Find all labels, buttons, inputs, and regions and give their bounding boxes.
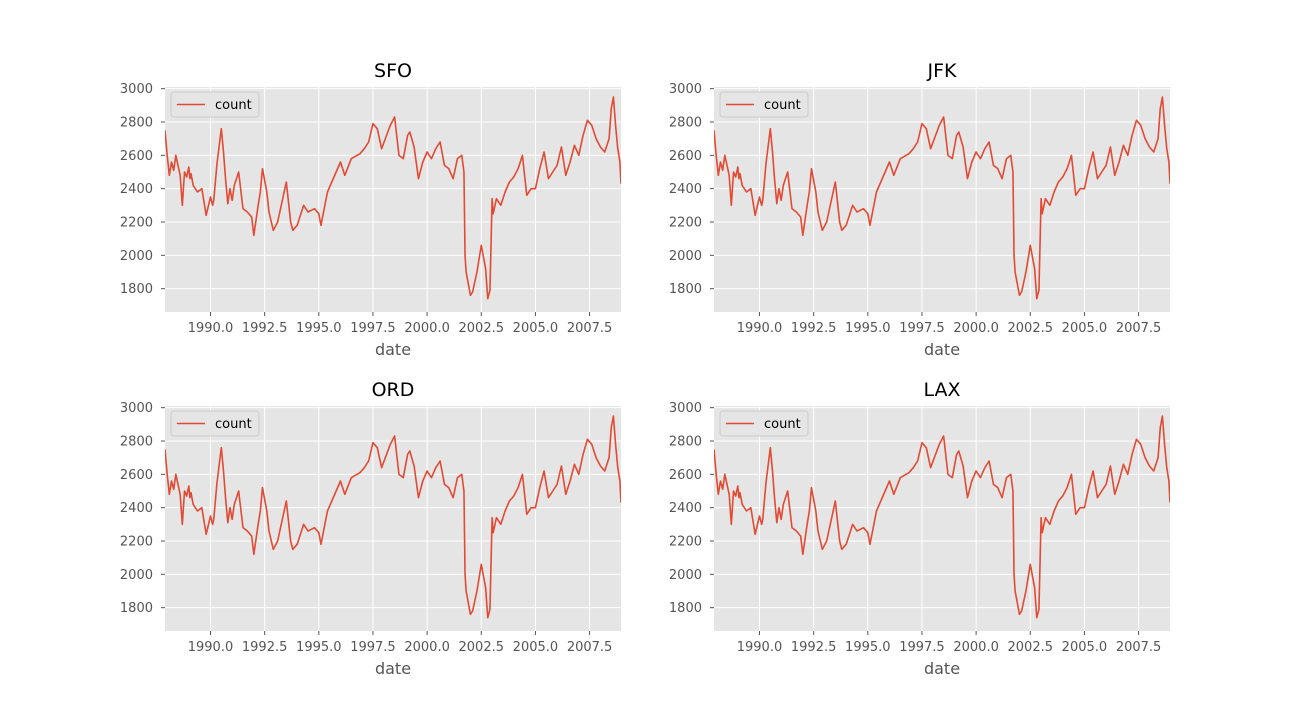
x-tick-label: 2000.0 xyxy=(404,640,450,655)
chart-panel-ord: 1990.0 1992.5 1995.0 1997.5 2000.0 2002.5 2005… xyxy=(95,366,631,691)
y-tick-label: 2200 xyxy=(120,535,153,550)
x-axis-label: date xyxy=(924,659,960,678)
chart-panel-jfk: 1990.0 1992.5 1995.0 1997.5 2000.0 2002.5 2005… xyxy=(644,47,1180,372)
x-tick-label: 2002.5 xyxy=(459,321,505,336)
legend-label: count xyxy=(215,98,252,113)
y-tick-label: 2400 xyxy=(669,501,702,516)
y-tick-label: 2600 xyxy=(669,468,702,483)
legend-label: count xyxy=(764,417,801,432)
series-line-count xyxy=(714,96,1170,300)
x-tick-label: 2005.0 xyxy=(513,640,559,655)
y-tick-label: 2800 xyxy=(120,435,153,450)
x-tick-label: 1992.5 xyxy=(242,321,287,336)
plot-area xyxy=(714,406,1170,631)
x-tick-label: 2000.0 xyxy=(953,640,999,655)
legend: count xyxy=(719,410,809,437)
legend-box xyxy=(170,91,260,118)
chart-svg: 1990.0 1992.5 1995.0 1997.5 2000.0 2002.5 2005… xyxy=(669,379,1170,678)
x-tick-label: 1992.5 xyxy=(791,640,837,655)
x-tick-label: 1995.0 xyxy=(845,640,891,655)
x-tick-label: 2005.0 xyxy=(513,321,559,336)
y-tick-label: 2200 xyxy=(120,216,153,231)
legend-box xyxy=(719,410,809,437)
y-tick-label: 2200 xyxy=(669,535,702,550)
y-tick-label: 2800 xyxy=(120,116,153,131)
x-tick-label: 1992.5 xyxy=(791,321,837,336)
chart-title: SFO xyxy=(374,60,412,82)
x-tick-label: 2007.5 xyxy=(1116,321,1162,336)
x-tick-label: 1995.0 xyxy=(296,321,342,336)
x-tick-label: 1995.0 xyxy=(845,321,891,336)
x-tick-label: 1995.0 xyxy=(296,640,342,655)
y-tick-label: 2600 xyxy=(669,149,702,164)
y-tick-label: 2600 xyxy=(120,149,153,164)
chart-panel-lax: 1990.0 1992.5 1995.0 1997.5 2000.0 2002.5 2005… xyxy=(644,366,1180,691)
x-axis-label: date xyxy=(924,340,960,359)
legend-box xyxy=(170,410,260,437)
y-tick-label: 2800 xyxy=(669,435,702,450)
chart-svg: 1990.0 1992.5 1995.0 1997.5 2000.0 2002.5 2005… xyxy=(120,60,621,359)
x-tick-label: 1997.5 xyxy=(350,640,396,655)
y-tick-label: 3000 xyxy=(120,82,153,97)
x-tick-label: 2002.5 xyxy=(1008,640,1054,655)
x-tick-label: 2002.5 xyxy=(1008,321,1054,336)
y-tick-label: 1800 xyxy=(120,282,153,297)
x-tick-label: 1990.0 xyxy=(188,321,234,336)
x-tick-label: 2000.0 xyxy=(953,321,999,336)
y-tick-label: 2000 xyxy=(669,249,702,264)
x-tick-label: 2000.0 xyxy=(404,321,450,336)
y-tick-label: 2000 xyxy=(120,568,153,583)
y-tick-label: 2000 xyxy=(120,249,153,264)
x-axis-label: date xyxy=(375,340,411,359)
chart-title: LAX xyxy=(923,379,960,401)
legend: count xyxy=(170,91,260,118)
chart-svg: 1990.0 1992.5 1995.0 1997.5 2000.0 2002.5 2005… xyxy=(669,60,1170,359)
y-tick-label: 3000 xyxy=(669,82,702,97)
plot-area xyxy=(714,87,1170,312)
x-tick-label: 2007.5 xyxy=(1116,640,1162,655)
series-line-count xyxy=(714,415,1170,619)
x-tick-label: 1990.0 xyxy=(188,640,234,655)
x-tick-label: 1997.5 xyxy=(350,321,396,336)
y-tick-label: 2400 xyxy=(669,182,702,197)
y-tick-label: 3000 xyxy=(669,401,702,416)
y-tick-label: 2600 xyxy=(120,468,153,483)
legend-box xyxy=(719,91,809,118)
plot-area xyxy=(165,406,621,631)
series-line-count xyxy=(165,96,621,300)
chart-panel-sfo: 1990.0 1992.5 1995.0 1997.5 2000.0 2002.5 2005… xyxy=(95,47,631,372)
y-tick-label: 2000 xyxy=(669,568,702,583)
y-tick-label: 2800 xyxy=(669,116,702,131)
y-tick-label: 2400 xyxy=(120,182,153,197)
x-tick-label: 1997.5 xyxy=(899,321,945,336)
chart-title: JFK xyxy=(927,60,958,82)
legend-label: count xyxy=(764,98,801,113)
y-tick-label: 2200 xyxy=(669,216,702,231)
y-tick-label: 1800 xyxy=(669,601,702,616)
legend: count xyxy=(719,91,809,118)
legend-label: count xyxy=(215,417,252,432)
x-tick-label: 2005.0 xyxy=(1062,321,1108,336)
x-tick-label: 2007.5 xyxy=(567,640,613,655)
x-tick-label: 2002.5 xyxy=(459,640,505,655)
x-tick-label: 2005.0 xyxy=(1062,640,1108,655)
x-tick-label: 1992.5 xyxy=(242,640,287,655)
chart-svg: 1990.0 1992.5 1995.0 1997.5 2000.0 2002.5 2005… xyxy=(120,379,621,678)
y-tick-label: 3000 xyxy=(120,401,153,416)
chart-title: ORD xyxy=(372,379,415,401)
y-tick-label: 1800 xyxy=(120,601,153,616)
y-tick-label: 2400 xyxy=(120,501,153,516)
legend: count xyxy=(170,410,260,437)
gridlines xyxy=(165,87,621,312)
x-tick-label: 2007.5 xyxy=(567,321,613,336)
x-axis-label: date xyxy=(375,659,411,678)
x-tick-label: 1997.5 xyxy=(899,640,945,655)
series-line-count xyxy=(165,415,621,619)
x-tick-label: 1990.0 xyxy=(737,640,783,655)
plot-area xyxy=(165,87,621,312)
y-tick-label: 1800 xyxy=(669,282,702,297)
x-tick-label: 1990.0 xyxy=(737,321,783,336)
